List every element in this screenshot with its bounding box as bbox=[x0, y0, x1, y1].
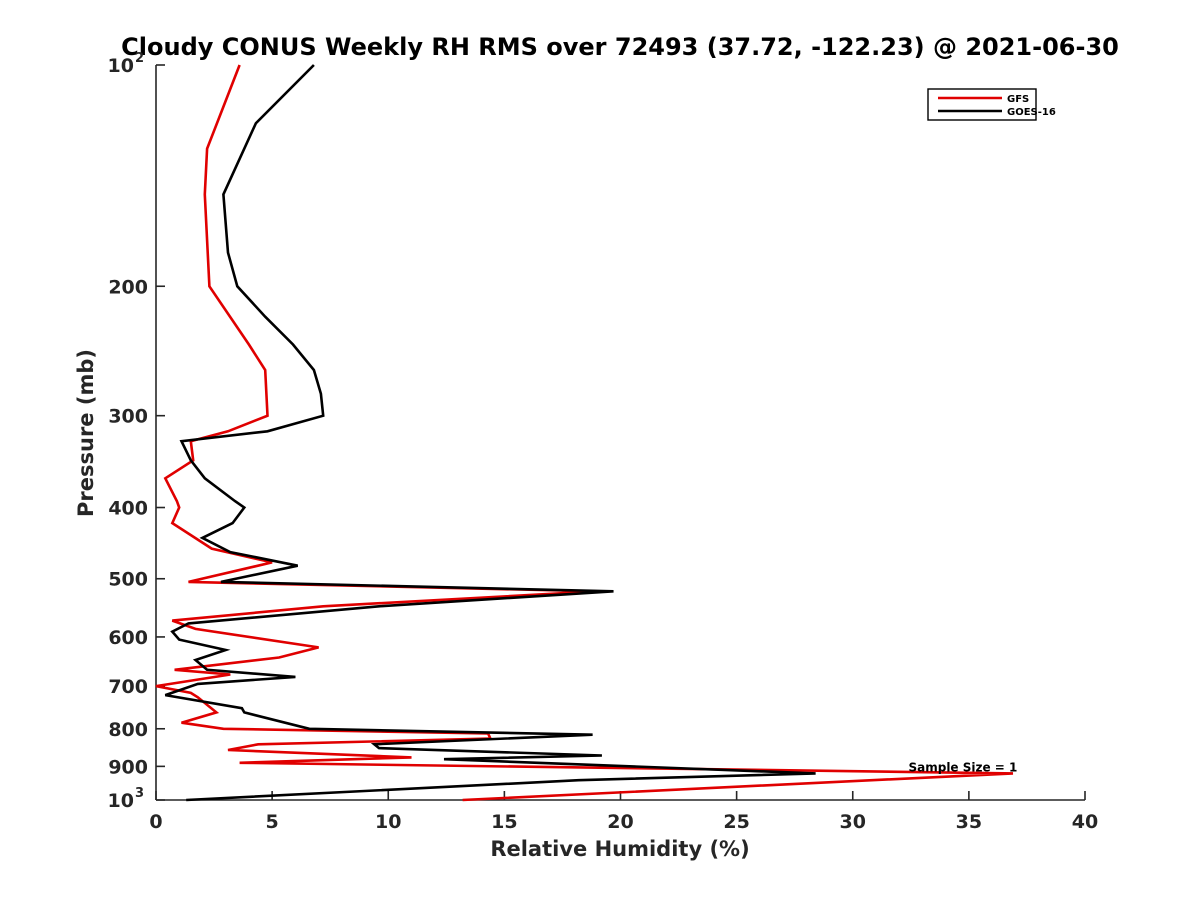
series-line-gfs bbox=[155, 64, 1014, 802]
y-tick-label: 400 bbox=[108, 498, 148, 520]
legend-label: GFS bbox=[1007, 94, 1029, 105]
chart-title: Cloudy CONUS Weekly RH RMS over 72493 (3… bbox=[121, 33, 1119, 61]
y-tick-label: 200 bbox=[108, 276, 148, 298]
y-axis-label: Pressure (mb) bbox=[74, 349, 98, 517]
y-tick-label: 300 bbox=[108, 406, 148, 428]
y-tick-label: 700 bbox=[108, 676, 148, 698]
y-tick-label-base: 10 bbox=[108, 55, 134, 77]
y-tick-label: 500 bbox=[108, 569, 148, 591]
x-tick-label: 35 bbox=[956, 811, 982, 833]
legend-box bbox=[927, 88, 1037, 121]
y-tick-label: 900 bbox=[108, 756, 148, 778]
y-tick-label-power: 10 3 bbox=[108, 786, 145, 812]
x-tick-label: 10 bbox=[375, 811, 401, 833]
y-tick-label-base: 10 bbox=[108, 790, 134, 812]
legend-label: GOES-16 bbox=[1007, 107, 1056, 118]
x-tick-label: 25 bbox=[723, 811, 749, 833]
x-tick-label: 30 bbox=[840, 811, 866, 833]
series-line-goes-16 bbox=[164, 64, 816, 802]
x-tick-label: 20 bbox=[607, 811, 633, 833]
x-tick-label: 0 bbox=[149, 811, 162, 833]
legend: GFS GOES-16 bbox=[927, 88, 1056, 121]
sample-size-annotation: Sample Size = 1 bbox=[908, 760, 1017, 774]
x-tick-label: 5 bbox=[266, 811, 279, 833]
x-tick-label: 15 bbox=[491, 811, 517, 833]
y-tick-label-exponent: 3 bbox=[135, 786, 144, 801]
y-tick-label-power: 10 2 bbox=[108, 51, 145, 77]
plot-series bbox=[155, 64, 1014, 802]
y-tick-label: 600 bbox=[108, 627, 148, 649]
y-tick-label: 800 bbox=[108, 719, 148, 741]
y-tick-label-exponent: 2 bbox=[135, 51, 144, 66]
x-axis-label: Relative Humidity (%) bbox=[490, 837, 749, 861]
x-tick-label: 40 bbox=[1072, 811, 1098, 833]
